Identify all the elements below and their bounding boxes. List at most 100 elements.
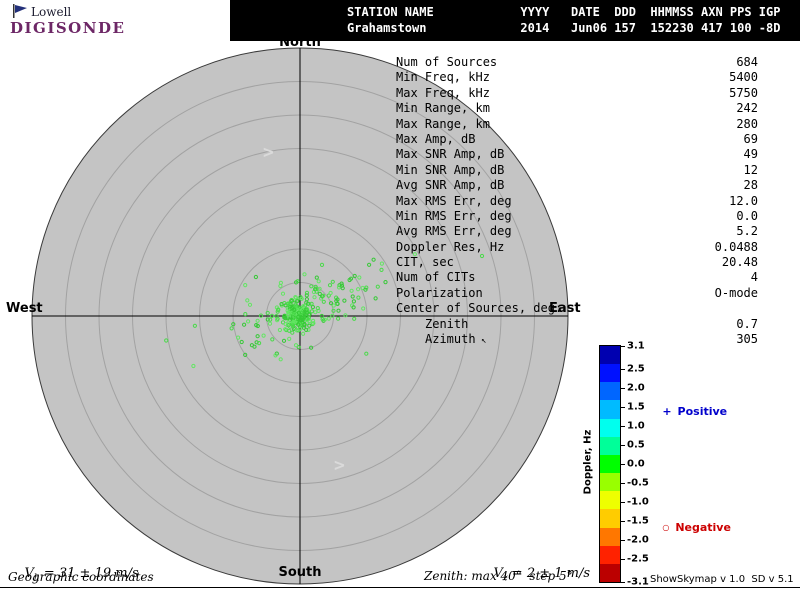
parameter-row: Max Range, km 280 <box>396 117 758 132</box>
source-point <box>249 343 254 348</box>
colorbar-tick-label: 1.0 <box>627 420 645 432</box>
source-point <box>236 335 241 340</box>
source-point <box>342 298 347 303</box>
source-point <box>303 303 308 308</box>
source-point <box>268 317 273 322</box>
source-point <box>269 313 275 318</box>
source-point <box>164 338 169 343</box>
source-point <box>330 279 335 284</box>
source-point <box>255 318 260 323</box>
colorbar-tick-label: -0.5 <box>627 477 649 489</box>
source-point <box>322 317 327 322</box>
source-point <box>309 345 314 350</box>
source-point <box>371 257 376 262</box>
azimuth-direction-icon: ↖ <box>475 336 487 347</box>
source-point <box>307 323 312 328</box>
parameter-row: Zenith 0.7 <box>396 317 758 332</box>
parameter-value: 0.0488 <box>714 239 758 254</box>
parameter-label: Azimuth ↖ <box>425 332 487 347</box>
colorbar-segment <box>600 509 620 528</box>
source-point <box>291 323 296 328</box>
parameter-row: Avg SNR Amp, dB 28 <box>396 178 758 193</box>
source-point <box>292 326 297 331</box>
source-point <box>340 286 345 291</box>
colorbar-segment <box>600 436 620 455</box>
colorbar-tick-label: -2.5 <box>627 553 649 565</box>
source-point <box>299 310 304 316</box>
station-header: STATION NAME YYYY DATE DDD HHMMSS AXN PP… <box>230 0 800 41</box>
source-point <box>296 322 301 327</box>
source-point <box>330 313 335 318</box>
parameter-value: 69 <box>743 131 758 146</box>
source-point <box>279 302 284 307</box>
parameter-label: Max Range, km <box>396 116 490 131</box>
vh-value: = 31 ± 19 m/s <box>39 566 139 581</box>
source-point <box>283 316 288 321</box>
skymap-plot: > > <box>30 46 570 586</box>
source-point <box>243 352 248 357</box>
plus-marker-icon: + <box>662 405 672 418</box>
source-point <box>280 291 286 296</box>
colorbar-tick-label: 0.5 <box>627 439 645 451</box>
source-point <box>255 334 260 339</box>
source-point <box>348 276 354 281</box>
source-point <box>191 363 196 369</box>
compass-west-label: West <box>6 301 43 316</box>
source-point <box>278 283 283 289</box>
bottom-divider <box>0 587 800 588</box>
parameter-row: Center of Sources, deg: <box>396 301 758 316</box>
lowell-digisonde-logo: Lowell DIGISONDE <box>0 0 230 41</box>
source-point <box>292 307 297 312</box>
source-point <box>479 253 485 259</box>
source-point <box>312 295 317 300</box>
compass-east-label: East <box>549 301 581 316</box>
parameter-value: 280 <box>736 116 758 131</box>
parameter-row: Doppler Res, Hz 0.0488 <box>396 240 758 255</box>
source-point <box>306 301 311 306</box>
source-point <box>286 310 291 315</box>
source-point <box>281 338 287 343</box>
source-point <box>309 284 314 289</box>
source-point <box>296 310 302 315</box>
vz-value: = 2 ± 1 m/s <box>507 566 591 581</box>
source-point <box>288 302 293 307</box>
parameter-row: Polarization O-mode <box>396 286 758 301</box>
parameter-row: CIT, sec 20.48 <box>396 255 758 270</box>
source-point <box>383 280 388 285</box>
chevron-mark-icon: > <box>263 142 274 163</box>
parameter-label: Min Freq, kHz <box>396 70 490 85</box>
source-point <box>349 288 354 293</box>
source-point <box>351 299 356 304</box>
colorbar-tick-label: 0.0 <box>627 458 645 470</box>
doppler-colorbar <box>599 345 621 583</box>
source-point <box>283 327 288 332</box>
parameter-label: Num of CITs <box>396 270 476 285</box>
source-point <box>287 336 292 341</box>
source-point <box>364 351 369 356</box>
colorbar-segment <box>600 400 620 419</box>
source-point <box>336 308 341 313</box>
parameter-value: 5400 <box>729 70 758 85</box>
parameter-label: Min SNR Amp, dB <box>396 162 505 177</box>
source-point <box>331 308 336 313</box>
source-point <box>247 302 253 307</box>
source-point <box>306 327 311 332</box>
parameter-row: Max Freq, kHz 5750 <box>396 86 758 101</box>
parameter-label: Center of Sources, deg: <box>396 301 563 316</box>
header-station-values: Grahamstown 2014 Jun06 157 152230 417 10… <box>347 21 781 35</box>
parameter-value: 49 <box>743 147 758 162</box>
parameter-label: Avg SNR Amp, dB <box>396 178 505 193</box>
circle-marker-icon: ○ <box>662 523 670 532</box>
chevron-mark-icon: > <box>334 455 345 476</box>
source-point <box>357 275 362 280</box>
parameter-value: 0.7 <box>736 316 758 331</box>
parameter-label: Min RMS Err, deg <box>396 208 512 223</box>
parameter-value: 0.0 <box>736 208 758 223</box>
source-point <box>278 357 283 362</box>
source-point <box>245 298 250 303</box>
source-point <box>246 319 251 324</box>
vz-symbol: V <box>493 566 503 581</box>
source-point <box>412 252 417 257</box>
source-point <box>299 296 304 301</box>
